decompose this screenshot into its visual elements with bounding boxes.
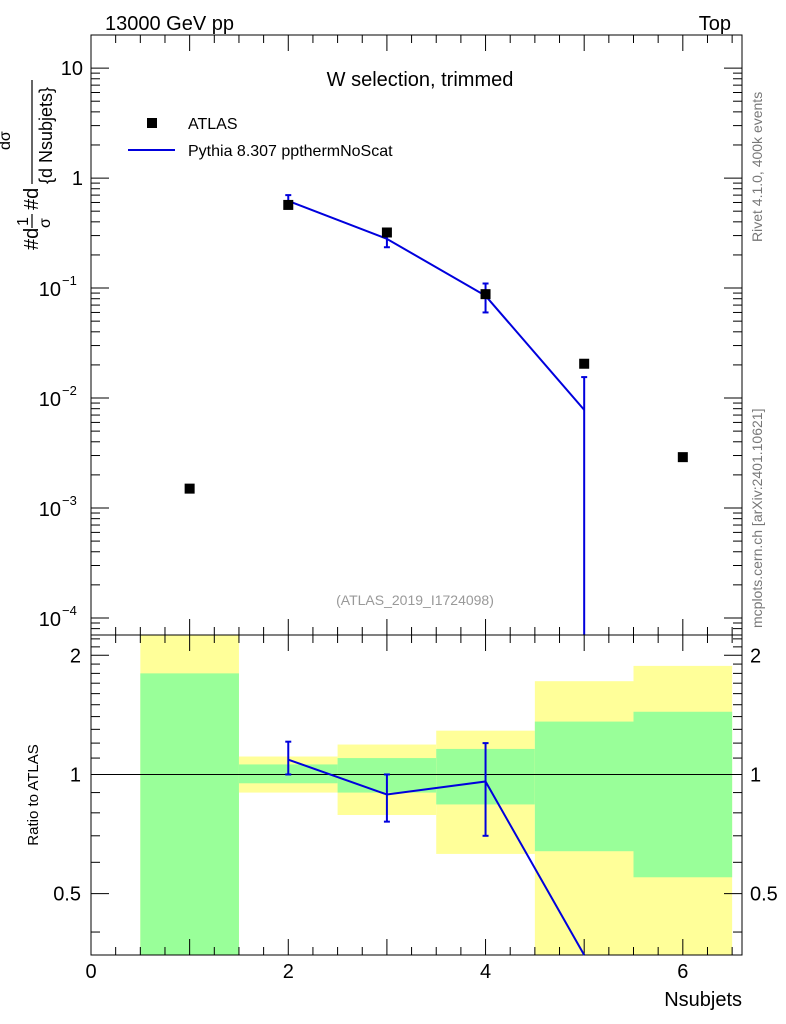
main-y-tick-label: 10 bbox=[39, 499, 61, 521]
main-y-tick-exponent: −2 bbox=[62, 383, 77, 398]
ratio-y-tick-label: 1 bbox=[750, 764, 761, 786]
ylabel-part-1: #d bbox=[21, 228, 43, 250]
ratio-x-tick-label: 6 bbox=[677, 961, 688, 983]
main-y-tick-exponent: −4 bbox=[62, 603, 77, 618]
ratio-x-tick-label: 4 bbox=[480, 961, 491, 983]
ratio-frame bbox=[90, 634, 743, 956]
main-y-tick-label: 10 bbox=[39, 279, 61, 301]
watermark: (ATLAS_2019_I1724098) bbox=[336, 592, 494, 608]
ylabel-part-2: 1 bbox=[15, 217, 32, 226]
ratio-panel: 0.5 0.5 1 1 2 2 0 2 4 6 Ratio to ATLAS Nsubjets bbox=[25, 634, 778, 1011]
ratio-bands bbox=[140, 635, 733, 955]
ratio-y-tick-label: 0.5 bbox=[53, 884, 81, 906]
pythia-line bbox=[287, 199, 585, 411]
rivet-label: Rivet 4.1.0, 400k events bbox=[749, 92, 765, 242]
main-title: W selection, trimmed bbox=[327, 69, 514, 91]
main-y-tick-label: 10 bbox=[39, 609, 61, 631]
ylabel-part-6: {d Nsubjets} bbox=[36, 87, 56, 184]
atlas-point bbox=[579, 358, 590, 369]
main-marks bbox=[184, 194, 688, 635]
atlas-point bbox=[677, 452, 688, 463]
main-y-tick-label: 10 bbox=[39, 389, 61, 411]
header-left: 13000 GeV pp bbox=[105, 13, 234, 35]
ylabel-part-4: #d bbox=[21, 188, 43, 210]
legend-pythia-label: Pythia 8.307 ppthermNoScat bbox=[188, 143, 393, 160]
ylabel-part-3: σ bbox=[37, 218, 54, 228]
legend-atlas-label: ATLAS bbox=[188, 116, 238, 133]
main-ylabel: #d 1 σ #d dσ {d Nsubjets} bbox=[0, 80, 56, 250]
ratio-y-tick-label: 0.5 bbox=[750, 884, 778, 906]
ratio-pythia-line bbox=[287, 758, 586, 956]
atlas-point bbox=[381, 227, 392, 238]
ratio-band-green bbox=[633, 711, 733, 878]
ratio-y-tick-label: 2 bbox=[70, 645, 81, 667]
ratio-y-ticks: 0.5 0.5 1 1 2 2 bbox=[53, 638, 778, 933]
ratio-x-tick-label: 0 bbox=[85, 961, 96, 983]
main-y-tick-exponent: −3 bbox=[62, 493, 77, 508]
legend-atlas-marker bbox=[147, 118, 157, 128]
xlabel: Nsubjets bbox=[664, 989, 742, 1011]
ratio-ylabel: Ratio to ATLAS bbox=[25, 744, 42, 845]
header-right: Top bbox=[699, 13, 731, 35]
ratio-x-tick-label: 2 bbox=[283, 961, 294, 983]
atlas-point bbox=[283, 199, 294, 210]
main-y-tick-label: 10 bbox=[61, 58, 83, 80]
ratio-x-ticks: 0 2 4 6 bbox=[85, 635, 733, 983]
main-y-tick-exponent: −1 bbox=[62, 273, 77, 288]
atlas-point bbox=[480, 289, 491, 300]
mcplots-label: mcplots.cern.ch [arXiv:2401.10621] bbox=[749, 409, 765, 628]
ratio-y-tick-label: 1 bbox=[70, 764, 81, 786]
ratio-band-green bbox=[534, 721, 634, 852]
ratio-band-green bbox=[140, 673, 239, 955]
legend: ATLAS Pythia 8.307 ppthermNoScat bbox=[128, 116, 393, 160]
ratio-y-tick-label: 2 bbox=[750, 645, 761, 667]
ratio-marks bbox=[285, 740, 586, 956]
ylabel-part-5: dσ bbox=[0, 131, 14, 150]
atlas-point bbox=[184, 483, 195, 494]
main-y-tick-label: 1 bbox=[72, 168, 83, 190]
